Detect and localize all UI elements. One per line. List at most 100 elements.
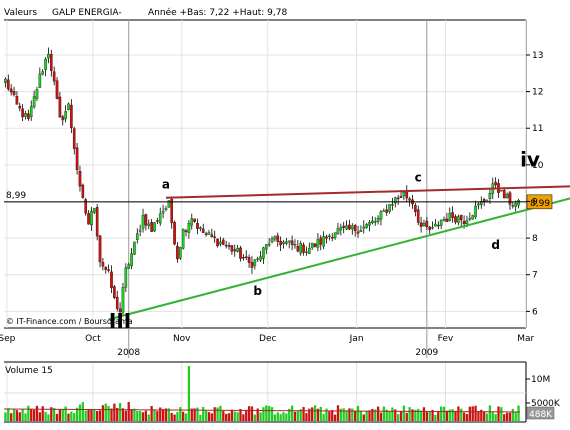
month-gridlines [6,20,527,422]
candle-body [29,106,33,118]
candle-body [345,225,348,230]
candle-body [471,215,474,220]
candle-body [247,257,251,263]
candle-body [179,247,182,259]
volume-bar [488,405,492,421]
candle-body [81,184,85,198]
month-label: Oct [85,334,101,344]
candle-body [95,207,99,237]
volume-bar [187,366,191,421]
candle-body [187,223,191,233]
volume-bar [500,407,503,421]
candle-body [439,219,443,226]
candle-body [84,199,87,214]
candle-body [310,242,314,248]
candle-body [35,89,39,99]
candle-body [93,208,96,213]
volume-bar [399,411,403,421]
candle-body [12,91,16,95]
price-tick-label: 7 [532,271,538,281]
volume-bar [202,406,205,421]
volume-bar [342,408,345,421]
volume-bar [417,408,420,421]
candle-body [227,245,231,247]
volume-bar [505,412,509,421]
volume-bar [150,406,153,421]
candle-body [333,232,337,238]
candle-body [136,233,139,240]
volume-bar [299,409,302,421]
volume-bar [422,407,426,421]
candle-body [204,233,208,235]
month-labels: SepOctNovDecJanFevMarAvr [0,334,535,344]
volume-bar [279,414,282,421]
volume-bar [147,414,150,421]
month-label: Sep [0,334,16,344]
wave-labels: a b c d iv III [109,148,540,333]
candle-body [24,113,27,117]
candle-body [176,245,179,260]
volume-bar [465,414,469,421]
candle-body [164,208,168,210]
candle-body [75,147,79,171]
volume-bar [408,407,411,421]
candle-body [9,88,13,93]
volume-bar [144,410,148,421]
volume-bar [156,411,159,421]
volume-bar [233,411,236,421]
candle-body [115,296,119,309]
volume-bar [213,407,216,421]
volume-bar [133,408,136,421]
volume-bar [494,414,497,421]
volume-bar [121,408,125,421]
volume-bar [339,408,342,421]
candle-body [32,96,36,108]
candle-body [44,58,47,70]
volume-bar [182,411,185,421]
candle-body [173,222,176,245]
candle-body [480,201,483,206]
volume-bar [503,414,506,421]
stock-name: GALP ENERGIA- [52,8,122,18]
candle-body [356,231,360,234]
candle-body [305,251,308,253]
volume-bar [227,413,231,421]
volume-bar [451,409,454,421]
volume-bar [141,412,145,421]
volume-title: Volume 15 [5,366,53,376]
candle-body [330,237,334,239]
year-label: 2008 [117,348,140,358]
candle-body [376,218,380,222]
month-label: Dec [259,334,276,344]
volume-bar [18,412,21,421]
volume-bar [41,406,44,421]
candle-body [419,222,423,227]
volume-bar [457,406,460,421]
volume-bar [184,413,188,421]
volume-bar [485,413,489,421]
candle-body [267,243,271,246]
volume-moving-average [3,408,521,413]
candle-body [27,113,30,119]
volume-bar [236,412,239,421]
candle-body [511,205,515,207]
volume-bar [107,406,110,421]
candle-body [437,224,440,227]
volume-bar [311,407,314,421]
candle-body [434,223,437,227]
volume-bar [471,406,474,421]
candle-body [508,192,512,205]
candle-body [167,200,171,208]
candle-body [313,243,317,247]
candle-body [21,108,24,118]
candle-body [262,247,265,259]
volume-bar [21,409,24,421]
month-label: Fev [438,334,454,344]
volume-bar [273,414,277,421]
volume-bar [491,412,494,421]
candle-body [388,204,391,212]
month-label: Jan [349,334,364,344]
candle-body [219,241,222,245]
volume-bar [328,411,331,421]
volume-bar [130,409,133,421]
